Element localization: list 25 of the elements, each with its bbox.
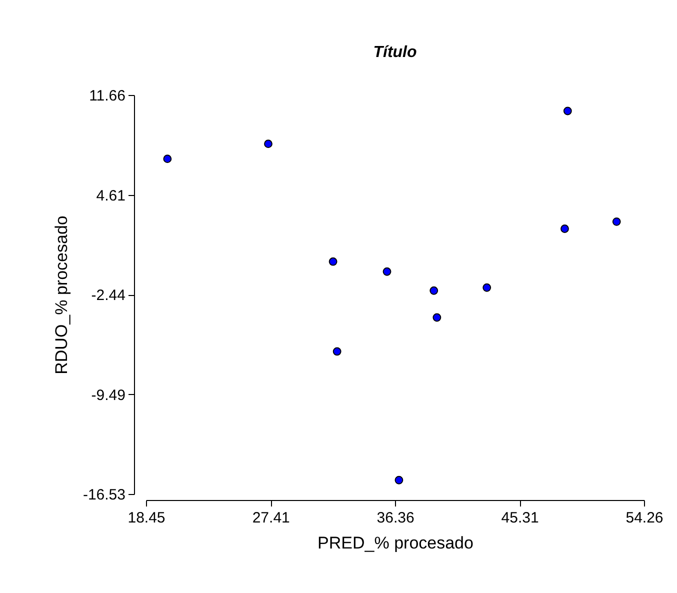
point bbox=[612, 217, 621, 226]
x-tick-label: 45.31 bbox=[501, 510, 539, 526]
x-tick-label: 18.45 bbox=[128, 510, 166, 526]
x-tick-label: 27.41 bbox=[252, 510, 290, 526]
point bbox=[382, 267, 392, 276]
y-tick-label: -16.53 bbox=[82, 486, 126, 504]
y-tick-label: -9.49 bbox=[91, 386, 126, 404]
x-tick-label: 36.36 bbox=[376, 510, 414, 526]
y-tick-label: 4.61 bbox=[96, 187, 126, 204]
x-axis-title: PRED_% procesado bbox=[318, 534, 474, 552]
point bbox=[394, 476, 404, 484]
y-tick-label: 11.66 bbox=[89, 88, 126, 104]
point bbox=[560, 224, 569, 233]
y-axis-title: RDUO_% procesado bbox=[52, 216, 71, 374]
point bbox=[563, 106, 572, 116]
point bbox=[430, 286, 438, 295]
point bbox=[432, 313, 442, 322]
point bbox=[482, 283, 492, 292]
y-tick-label: -2.44 bbox=[91, 287, 126, 304]
chart-title: Título bbox=[373, 44, 417, 61]
point bbox=[332, 347, 342, 356]
point bbox=[163, 154, 172, 164]
x-tick-label: 54.26 bbox=[626, 510, 664, 526]
point bbox=[328, 257, 338, 266]
point bbox=[264, 140, 272, 148]
